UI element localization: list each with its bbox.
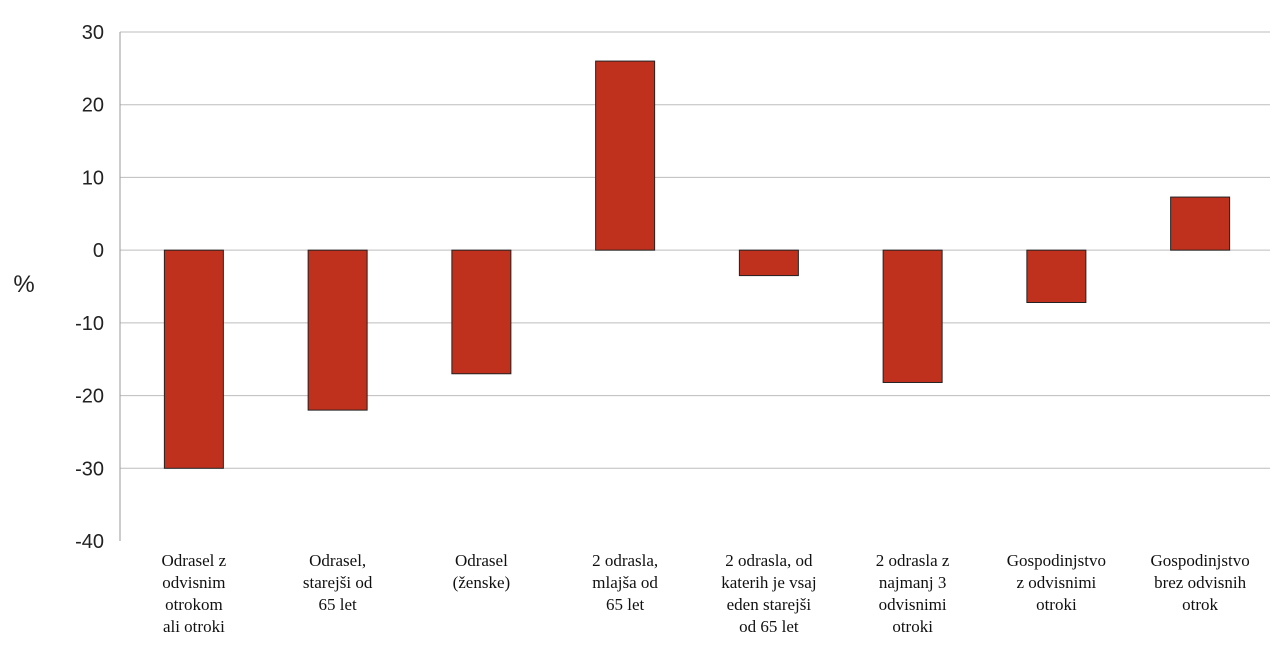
x-category-label-line: 65 let xyxy=(606,595,645,614)
x-category-label-line: 65 let xyxy=(319,595,358,614)
x-category-label: Gospodinjstvo brez odvisnih otrok xyxy=(1151,551,1250,614)
x-category-label-line: katerih je vsaj xyxy=(721,573,816,592)
x-category-label-line: otroki xyxy=(1036,595,1077,614)
bar xyxy=(1026,249,1087,303)
y-tick-label: -20 xyxy=(75,386,104,408)
x-category-label-line: odvisnim xyxy=(162,573,225,592)
x-category-label: Odrasel, starejši od 65 let xyxy=(303,551,373,614)
x-category-label-line: Odrasel xyxy=(455,551,508,570)
bars xyxy=(163,60,1231,469)
x-category-label-line: eden starejši xyxy=(727,595,812,614)
x-category-label-line: (ženske) xyxy=(453,573,511,592)
x-category-label-line: 2 odrasla, od xyxy=(725,551,813,570)
x-category-label-line: 2 odrasla, xyxy=(592,551,658,570)
y-tick-label: 0 xyxy=(93,240,104,262)
x-category-label-line: z odvisnimi xyxy=(1016,573,1096,592)
x-category-label-line: 2 odrasla z xyxy=(876,551,950,570)
bar xyxy=(738,249,799,277)
x-category-label-line: otroki xyxy=(892,617,933,636)
x-category-label-line: otrokom xyxy=(165,595,223,614)
bar xyxy=(1170,196,1231,251)
x-category-label-line: odvisnimi xyxy=(879,595,947,614)
x-category-label-line: Gospodinjstvo xyxy=(1151,551,1250,570)
y-tick-label: 30 xyxy=(82,22,104,44)
x-category-label-line: otrok xyxy=(1182,595,1218,614)
y-axis-label: % xyxy=(13,271,34,298)
y-tick-label: 20 xyxy=(82,95,104,117)
x-category-label-line: od 65 let xyxy=(739,617,799,636)
bar xyxy=(163,249,224,469)
x-category-label-line: Odrasel z xyxy=(162,551,227,570)
gridlines xyxy=(120,31,1270,469)
x-category-label: 2 odrasla z najmanj 3 odvisnimi otroki xyxy=(876,551,950,636)
y-tick-label: -40 xyxy=(75,531,104,553)
x-category-label-line: najmanj 3 xyxy=(879,573,947,592)
x-category-label: Odrasel (ženske) xyxy=(453,551,511,592)
x-category-label: 2 odrasla, od katerih je vsaj eden starejš… xyxy=(721,551,816,636)
x-category-label-line: Gospodinjstvo xyxy=(1007,551,1106,570)
x-category-label: 2 odrasla, mlajša od 65 let xyxy=(592,551,658,614)
x-category-label-line: starejši od xyxy=(303,573,373,592)
y-tick-label: 10 xyxy=(82,167,104,189)
x-category-label-line: ali otroki xyxy=(163,617,225,636)
bar xyxy=(451,249,512,375)
y-tick-label: -10 xyxy=(75,313,104,335)
bar xyxy=(882,249,943,383)
bar xyxy=(595,60,656,251)
x-category-label: Gospodinjstvo z odvisnimi otroki xyxy=(1007,551,1106,614)
y-tick-label: -30 xyxy=(75,458,104,480)
x-category-label-line: mlajša od xyxy=(592,573,658,592)
x-category-label-line: Odrasel, xyxy=(309,551,366,570)
y-axis-ticks: 30 20 10 0 -10 -20 -30 -40 xyxy=(75,22,104,553)
category-labels: Odrasel z odvisnim otrokom ali otrokiOdrase… xyxy=(162,551,1250,636)
x-category-label: Odrasel z odvisnim otrokom ali otroki xyxy=(162,551,227,636)
bar xyxy=(307,249,368,411)
x-category-label-line: brez odvisnih xyxy=(1154,573,1247,592)
